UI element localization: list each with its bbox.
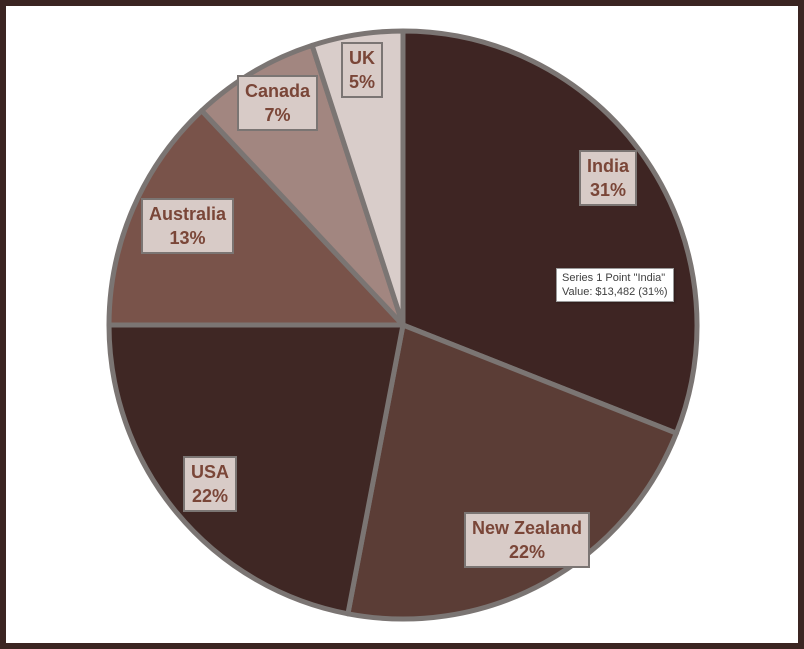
label-canada: Canada 7% [237,75,319,131]
label-new-zealand: New Zealand 22% [464,512,591,568]
pie-slice-new-zealand[interactable] [345,322,679,622]
label-australia-pct: 13% [169,228,206,248]
label-usa-name: USA [191,462,230,482]
label-australia-name: Australia [149,204,227,224]
tooltip-value-line: Value: $13,482 (31%) [562,286,668,298]
pie-slice-usa[interactable] [106,322,406,617]
label-usa: USA 22% [183,456,238,512]
label-uk-name: UK [349,48,375,68]
label-new-zealand-pct: 22% [509,542,546,562]
pie-slice-uk[interactable] [309,28,406,328]
label-new-zealand-name: New Zealand [472,518,583,538]
label-usa-pct: 22% [191,486,229,506]
pie-slice-australia[interactable] [106,108,406,328]
pie-slice-india[interactable] [400,28,700,436]
tooltip-series-line: Series 1 Point "India" [562,272,666,284]
label-uk: UK 5% [341,42,384,98]
label-uk-pct: 5% [349,72,376,92]
label-india-name: India [587,156,630,176]
label-india: India 31% [579,150,638,206]
label-canada-name: Canada [245,81,311,101]
label-india-pct: 31% [589,180,627,200]
data-point-tooltip: Series 1 Point "India" Value: $13,482 (3… [556,268,674,302]
label-canada-pct: 7% [264,105,291,125]
label-australia: Australia 13% [141,198,235,254]
